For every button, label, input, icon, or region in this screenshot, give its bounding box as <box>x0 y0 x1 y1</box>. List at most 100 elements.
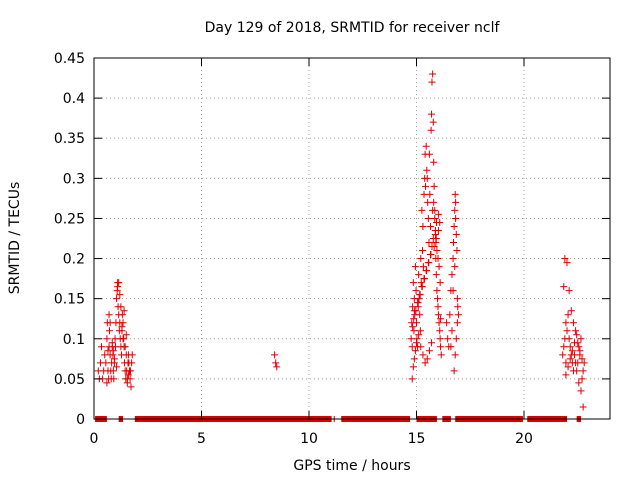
data-point <box>435 210 443 218</box>
data-point <box>569 319 577 327</box>
plot-frame <box>93 57 611 420</box>
data-point <box>271 351 279 359</box>
data-point <box>433 247 441 255</box>
data-point <box>98 343 106 351</box>
data-point <box>573 331 581 339</box>
data-point <box>117 303 125 311</box>
data-point <box>109 367 117 375</box>
data-point <box>429 70 437 78</box>
data-point <box>432 235 440 242</box>
data-point <box>435 319 443 327</box>
data-point <box>429 118 437 126</box>
data-point <box>560 343 568 351</box>
data-point <box>451 351 459 359</box>
data-point <box>118 323 126 331</box>
data-point <box>127 383 135 391</box>
data-point <box>419 247 427 255</box>
data-point <box>113 363 121 371</box>
data-point <box>451 206 459 214</box>
data-point <box>453 295 461 303</box>
data-point <box>115 279 123 287</box>
data-point <box>425 150 433 158</box>
grid-layer <box>94 58 610 419</box>
data-point <box>411 263 419 271</box>
data-point <box>579 403 587 411</box>
data-point <box>128 359 136 367</box>
data-point <box>434 295 442 303</box>
data-point <box>423 267 431 275</box>
data-point <box>435 263 443 271</box>
y-tick-label: 0.35 <box>54 131 85 147</box>
data-point <box>562 359 570 367</box>
data-point <box>564 311 572 319</box>
data-point <box>121 343 129 351</box>
data-point <box>452 198 460 206</box>
data-point <box>413 339 420 347</box>
y-tick-label: 0.1 <box>63 332 85 348</box>
data-point <box>567 307 575 315</box>
data-point <box>273 363 281 371</box>
data-point <box>104 347 112 355</box>
data-point <box>423 355 431 363</box>
data-point <box>449 255 457 263</box>
data-point <box>412 307 420 315</box>
x-tick-label: 20 <box>515 431 533 447</box>
data-point <box>410 315 418 323</box>
data-point <box>450 222 458 230</box>
data-point <box>428 339 436 347</box>
data-point <box>572 327 580 335</box>
data-point <box>559 351 567 359</box>
data-point <box>430 182 438 190</box>
data-point <box>418 283 426 291</box>
data-point <box>573 367 581 375</box>
data-point <box>429 206 437 214</box>
data-point <box>414 299 422 307</box>
data-point <box>127 367 135 375</box>
data-point <box>579 367 587 375</box>
data-point <box>562 371 570 379</box>
data-point <box>437 351 445 359</box>
data-point <box>578 355 586 363</box>
data-point <box>412 287 420 295</box>
data-point <box>423 174 431 182</box>
data-point <box>578 375 586 383</box>
x-tick-label: 10 <box>300 431 318 447</box>
data-point <box>564 363 572 371</box>
data-point <box>422 142 430 150</box>
data-point <box>110 375 118 383</box>
data-point <box>128 351 136 359</box>
data-point <box>120 307 128 315</box>
data-point <box>105 311 113 319</box>
data-point <box>432 271 440 279</box>
data-point <box>110 355 118 363</box>
data-point <box>105 327 113 335</box>
data-point <box>119 335 127 343</box>
data-point <box>452 335 460 343</box>
data-point <box>560 283 568 291</box>
data-point <box>126 375 134 383</box>
data-point <box>577 335 585 343</box>
data-point <box>415 331 423 339</box>
data-point <box>451 263 459 271</box>
data-point <box>422 182 430 190</box>
data-point <box>431 214 439 222</box>
data-point <box>114 283 122 291</box>
data-point <box>561 255 569 263</box>
data-point <box>450 367 458 375</box>
data-point <box>427 126 435 134</box>
axis-ticks-layer: 0 0.05 0.1 0.15 0.2 0.25 0.3 0.35 0.4 0.45 0 5 10 15 2… <box>54 51 610 447</box>
data-point <box>116 291 124 299</box>
y-tick-label: 0.25 <box>54 211 85 227</box>
chart-title: Day 129 of 2018, SRMTID for receiver ncl… <box>205 20 501 36</box>
data-point <box>421 359 429 367</box>
data-point <box>119 319 127 327</box>
data-point <box>562 319 570 327</box>
data-point <box>418 206 426 214</box>
data-point <box>425 259 433 267</box>
data-point <box>427 251 435 259</box>
data-point <box>563 327 571 335</box>
data-point <box>409 363 417 371</box>
data-point <box>436 335 444 343</box>
